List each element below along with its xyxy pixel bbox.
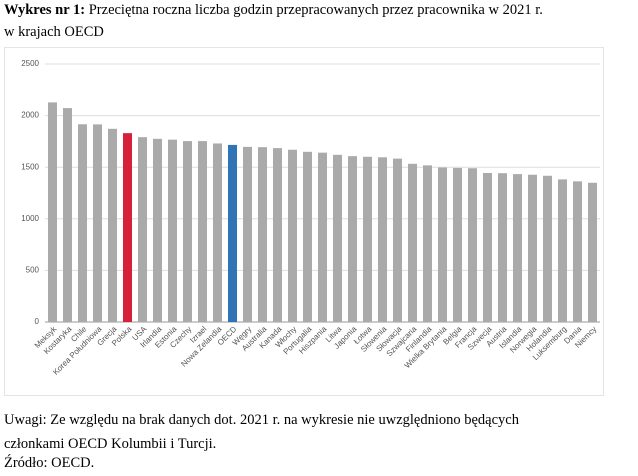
bar	[198, 141, 207, 322]
source: Źródło: OECD.	[4, 455, 95, 471]
bar	[333, 154, 342, 322]
bar	[303, 151, 312, 322]
bar	[453, 167, 462, 322]
bar	[468, 168, 477, 322]
bar	[543, 175, 552, 322]
bar	[363, 156, 372, 322]
bar	[378, 157, 387, 322]
bar	[153, 138, 162, 322]
bar	[48, 102, 57, 322]
bar	[528, 174, 537, 322]
figure-title: Przeciętna roczna liczba godzin przeprac…	[88, 2, 543, 18]
bar	[123, 133, 132, 322]
bar	[573, 181, 582, 322]
bar	[228, 144, 237, 322]
y-tick-label: 2500	[21, 59, 39, 68]
y-tick-label: 1000	[21, 214, 39, 223]
bar	[393, 158, 402, 322]
bar	[168, 139, 177, 322]
y-tick-label: 1500	[21, 162, 39, 171]
bar	[213, 143, 222, 322]
bar	[63, 108, 72, 322]
bar	[423, 165, 432, 322]
figure-label: Wykres nr 1:	[4, 2, 86, 18]
bar	[243, 146, 252, 322]
bar	[513, 174, 522, 322]
subtitle: w krajach OECD	[4, 24, 104, 40]
bar	[183, 141, 192, 322]
bar	[108, 128, 117, 322]
bar	[318, 152, 327, 322]
chart-frame	[4, 47, 604, 396]
bar	[93, 124, 102, 322]
bar	[288, 149, 297, 322]
bar	[438, 167, 447, 322]
bar	[78, 124, 87, 322]
bar	[483, 172, 492, 322]
y-tick-label: 0	[35, 317, 40, 326]
bar	[348, 156, 357, 322]
bar	[273, 148, 282, 322]
bar	[558, 179, 567, 322]
bar	[498, 173, 507, 322]
notes: Uwagi: Ze względu na brak danych dot. 20…	[4, 412, 519, 452]
title: Wykres nr 1: Przeciętna roczna liczba go…	[4, 2, 543, 19]
chart: 05001000150020002500MeksykKostarykaChile…	[4, 47, 604, 396]
bar	[408, 163, 417, 322]
bar	[138, 137, 147, 322]
bar	[258, 147, 267, 322]
y-tick-label: 2000	[21, 111, 39, 120]
y-tick-label: 500	[26, 266, 40, 275]
bar	[588, 182, 597, 322]
